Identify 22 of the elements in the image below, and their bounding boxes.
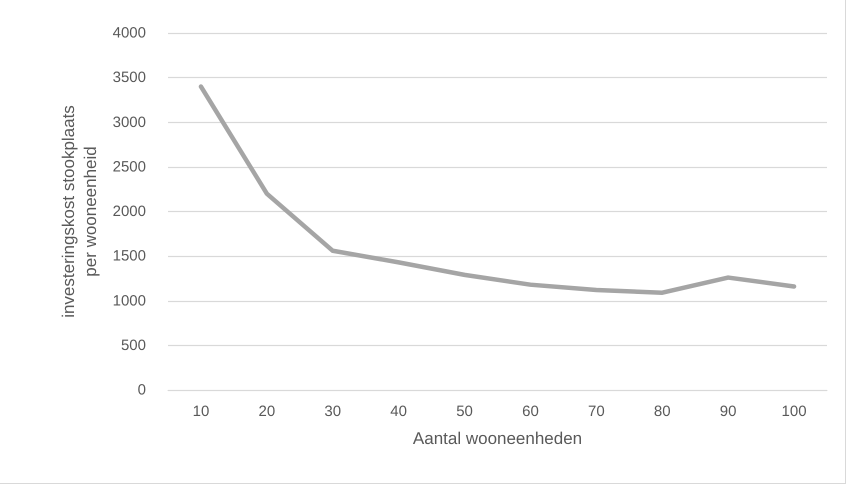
x-tick-label: 70 xyxy=(588,403,605,420)
y-tick-label: 2000 xyxy=(112,203,146,220)
y-tick-label: 1500 xyxy=(112,248,146,265)
y-tick-label: 3500 xyxy=(112,69,146,86)
y-tick-label: 3000 xyxy=(112,114,146,131)
x-axis-title: Aantal wooneenheden xyxy=(412,429,582,448)
y-tick-label: 4000 xyxy=(112,24,146,42)
x-tick-label: 50 xyxy=(456,403,473,420)
y-tick-label: 1000 xyxy=(112,292,146,310)
x-tick-label: 90 xyxy=(720,403,736,420)
y-tick-label: 500 xyxy=(120,336,146,354)
y-tick-label: 0 xyxy=(138,382,146,398)
y-axis-title: investeringskost stookplaats per wooneenheid xyxy=(59,105,100,318)
y-tick-label: 2500 xyxy=(112,158,146,176)
x-tick-label: 60 xyxy=(522,403,539,420)
x-tick-label: 30 xyxy=(324,403,342,420)
x-tick-label: 100 xyxy=(782,403,807,420)
x-tick-label: 20 xyxy=(258,403,276,420)
x-tick-label: 40 xyxy=(390,403,407,420)
x-tick-label: 80 xyxy=(654,403,671,420)
line-series xyxy=(198,84,796,295)
x-tick-label: 10 xyxy=(192,403,210,420)
